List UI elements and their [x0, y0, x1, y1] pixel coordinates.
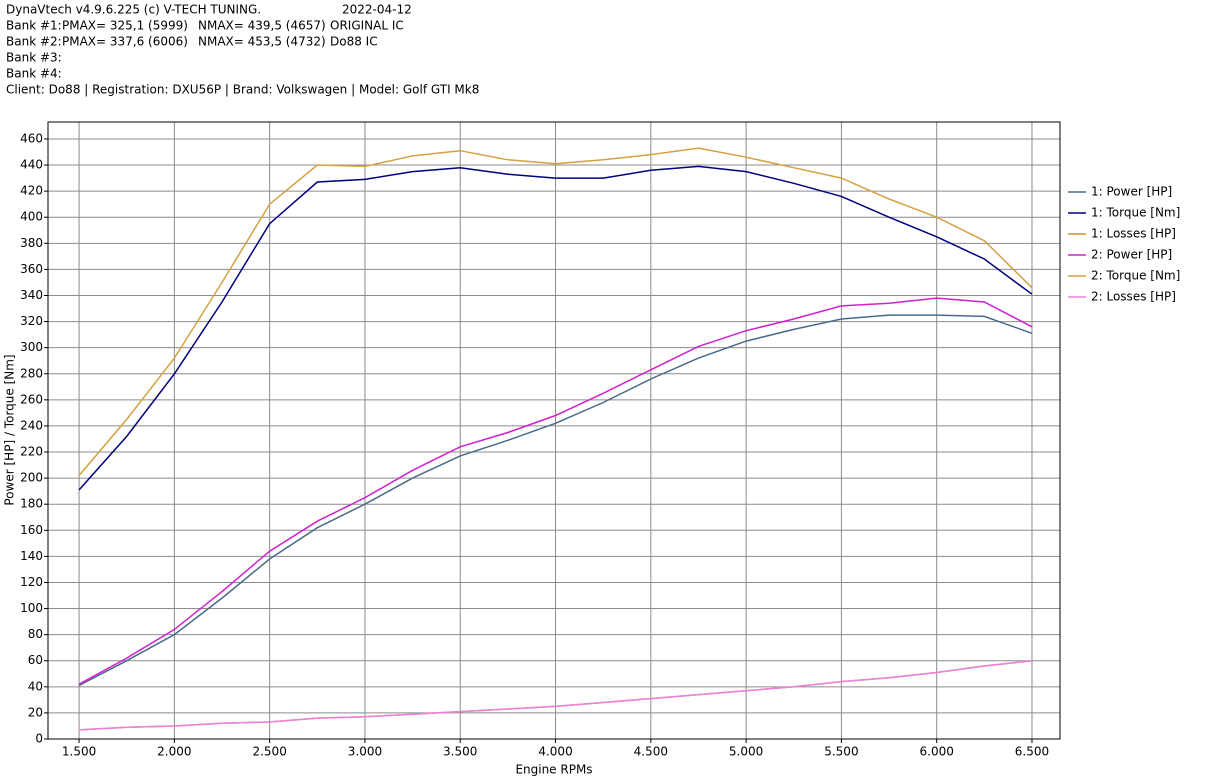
y-tick-label: 380 [20, 236, 43, 250]
bank-info: Bank #3: [6, 51, 62, 65]
series-line [78, 147, 1033, 476]
y-tick-label: 100 [20, 601, 43, 615]
legend-label: 1: Power [HP] [1091, 185, 1172, 199]
y-tick-label: 400 [20, 210, 43, 224]
series-line [78, 165, 1033, 491]
legend-label: 1: Torque [Nm] [1091, 206, 1180, 220]
legend-label: 2: Power [HP] [1091, 248, 1172, 262]
bank-info: Bank #1: [6, 19, 62, 33]
y-axis-label: Power [HP] / Torque [Nm] [3, 354, 17, 505]
bank-info: Bank #4: [6, 67, 62, 81]
y-tick-label: 200 [20, 471, 43, 485]
bank-info: Bank #2: [6, 35, 62, 49]
y-tick-label: 40 [28, 679, 43, 693]
y-tick-label: 340 [20, 288, 43, 302]
y-tick-label: 240 [20, 418, 43, 432]
y-tick-label: 80 [28, 627, 43, 641]
x-tick-label: 6.000 [920, 745, 954, 759]
x-tick-label: 5.000 [729, 745, 763, 759]
y-tick-label: 220 [20, 445, 43, 459]
plot-border [47, 121, 1061, 740]
y-tick-label: 440 [20, 158, 43, 172]
bank-info: Do88 IC [330, 35, 378, 49]
legend-label: 1: Losses [HP] [1091, 227, 1176, 241]
bank-info: NMAX= 439,5 (4657) [198, 19, 326, 33]
legend-label: 2: Torque [Nm] [1091, 269, 1180, 283]
y-tick-label: 280 [20, 366, 43, 380]
bank-info: PMAX= 325,1 (5999) [62, 19, 188, 33]
x-tick-label: 1.500 [62, 745, 96, 759]
x-tick-label: 4.000 [538, 745, 572, 759]
y-tick-label: 0 [35, 732, 43, 746]
header-title: DynaVtech v4.9.6.225 (c) V-TECH TUNING. [6, 3, 261, 17]
y-tick-label: 420 [20, 184, 43, 198]
legend-label: 2: Losses [HP] [1091, 290, 1176, 304]
bank-info: ORIGINAL IC [330, 19, 404, 33]
y-tick-label: 60 [28, 653, 43, 667]
bank-info: NMAX= 453,5 (4732) [198, 35, 326, 49]
header-client: Client: Do88 | Registration: DXU56P | Br… [6, 83, 479, 97]
x-tick-label: 4.500 [634, 745, 668, 759]
series-line [78, 297, 1033, 685]
y-tick-label: 140 [20, 549, 43, 563]
y-tick-label: 460 [20, 131, 43, 145]
x-tick-label: 5.500 [824, 745, 858, 759]
y-tick-label: 360 [20, 262, 43, 276]
x-tick-label: 3.000 [348, 745, 382, 759]
y-tick-label: 300 [20, 340, 43, 354]
header-date: 2022-04-12 [342, 3, 412, 17]
series-line [78, 314, 1033, 687]
x-tick-label: 3.500 [443, 745, 477, 759]
series-line [79, 659, 1033, 731]
y-tick-label: 260 [20, 392, 43, 406]
y-tick-label: 180 [20, 497, 43, 511]
y-tick-label: 20 [28, 705, 43, 719]
x-axis-label: Engine RPMs [515, 763, 592, 777]
x-tick-label: 2.000 [157, 745, 191, 759]
x-tick-label: 2.500 [252, 745, 286, 759]
y-tick-label: 160 [20, 523, 43, 537]
y-tick-label: 120 [20, 575, 43, 589]
x-tick-label: 6.500 [1015, 745, 1049, 759]
bank-info: PMAX= 337,6 (6006) [62, 35, 188, 49]
y-tick-label: 320 [20, 314, 43, 328]
